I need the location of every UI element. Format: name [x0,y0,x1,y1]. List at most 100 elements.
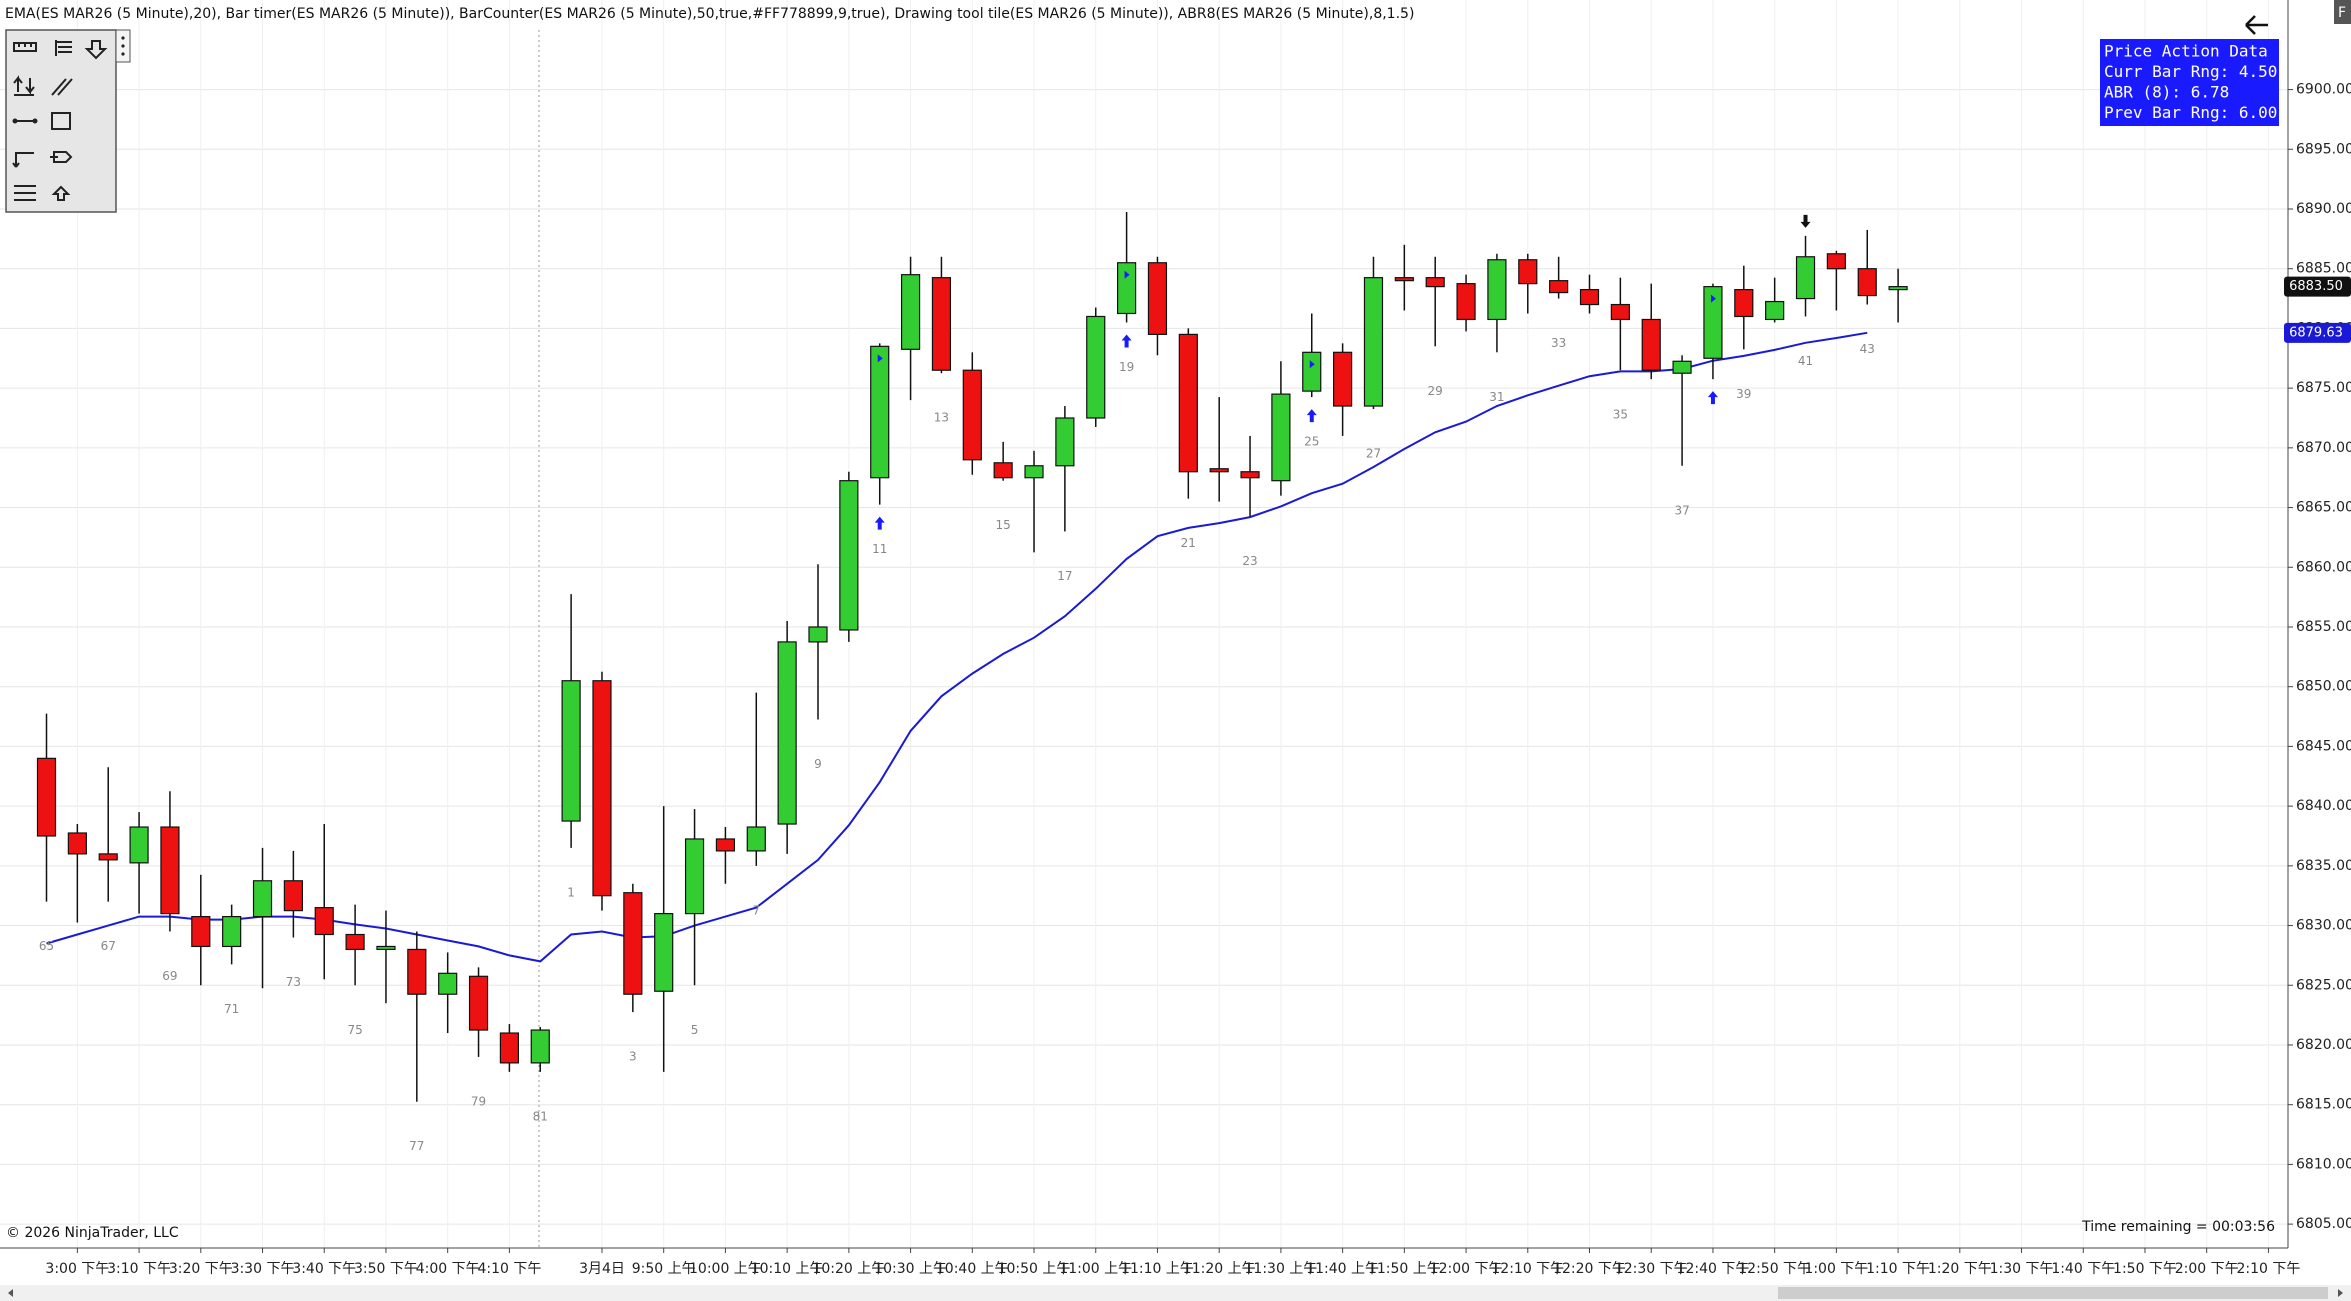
bar-counter: 29 [1428,384,1443,398]
x-tick-label: 12:00 下午 [1430,1261,1503,1277]
arrow-down-tool[interactable] [84,40,108,60]
candle-body [1394,277,1414,282]
x-tick-label: 10:30 上午 [874,1261,947,1277]
x-tick-label: 10:00 上午 [689,1261,762,1277]
candle-body [1271,393,1291,482]
copyright: © 2026 NinjaTrader, LLC [6,1225,179,1241]
scroll-right[interactable] [2338,1289,2343,1297]
y-tick-label: 6805.00 [2296,1216,2351,1232]
signal-marker [877,354,883,363]
bar-counter: 13 [934,411,949,425]
candle-body [530,1029,550,1064]
x-tick-label: 12:20 下午 [1553,1261,1626,1277]
grip-dot [121,36,125,40]
candle-body [1086,315,1106,419]
candle-body [1795,256,1816,300]
x-tick-label: 11:00 上午 [1059,1261,1132,1277]
x-tick-label: 1:10 下午 [1866,1261,1930,1277]
candle-body [1178,333,1198,473]
buy-arrow [1306,409,1317,423]
x-tick-label: 9:50 上午 [632,1261,696,1277]
y-tick-label: 6870.00 [2296,440,2351,456]
x-tick-label: 3:40 下午 [292,1261,356,1277]
candle-body [839,480,859,631]
candle-body [1765,300,1785,321]
bar-counter: 3 [629,1050,637,1064]
scrollbar [0,1285,2351,1301]
path-tool[interactable] [12,152,34,168]
candle-body [777,641,797,825]
y-tick-label: 6840.00 [2296,798,2351,814]
back-arrow[interactable] [2245,15,2268,35]
rectangle-tool[interactable] [51,112,71,130]
ruler-tool[interactable] [13,42,37,52]
y-tick-label: 6885.00 [2296,261,2351,277]
y-tick-label: 6810.00 [2296,1156,2351,1172]
candle-body [438,972,458,995]
candle-body [1302,351,1322,392]
candle-body [1055,417,1075,467]
x-tick-label: 4:10 下午 [477,1261,541,1277]
scrollbar-thumb[interactable] [1778,1287,2328,1299]
bar-counter: 9 [814,757,822,771]
candle-body [1734,289,1754,318]
candle-body [746,826,766,852]
y-tick-label: 6895.00 [2296,141,2351,157]
bar-counter: 35 [1613,408,1628,422]
indicator-text: EMA(ES MAR26 (5 Minute),20), Bar timer(E… [5,6,1414,22]
candle-body [1024,465,1044,479]
corner-button[interactable] [2334,0,2351,24]
fib-tool[interactable] [55,40,72,56]
bar-counter: 43 [1860,342,1875,356]
candle-body [98,853,118,861]
candle-body [283,880,303,912]
y-tick-label: 6890.00 [2296,201,2351,217]
bar-counter: 31 [1489,390,1504,404]
trade-tool[interactable] [13,75,35,96]
candle-body [1209,468,1229,473]
x-tick-label: 1:20 下午 [1928,1261,1992,1277]
x-tick-label: 3:20 下午 [169,1261,233,1277]
label-tool[interactable] [50,151,73,163]
y-tick-label: 6825.00 [2296,977,2351,993]
candle-body [345,933,365,951]
drawing-toolbar [5,29,131,213]
info-line: Prev Bar Rng: 6.00 [2104,103,2277,122]
scroll-left[interactable] [8,1289,13,1297]
candle-body [962,369,982,461]
time-remaining: Time remaining = 00:03:56 [2081,1219,2275,1235]
x-tick-label: 10:20 上午 [812,1261,885,1277]
ema-price-label: 6879.63 [2289,325,2343,340]
ema-price-tag [2284,322,2351,343]
candle-body [808,626,828,643]
grid [0,0,2288,1248]
info-line: Curr Bar Rng: 4.50 [2104,62,2277,81]
candle-body [623,892,643,995]
x-tick-label: 4:00 下午 [416,1261,480,1277]
sell-arrow [1800,214,1811,228]
bar-counter: 73 [286,975,301,989]
candle-body [129,826,149,864]
x-tick-label: 1:50 下午 [2113,1261,2177,1277]
bar-counter: 75 [347,1023,362,1037]
bar-counter: 1 [567,885,575,899]
candle-body [222,915,242,948]
bar-counter: 37 [1674,503,1689,517]
x-tick-label: 11:20 上午 [1183,1261,1256,1277]
arrow-up-tool[interactable] [51,185,71,201]
axes: 6805.00 6810.00 6815.00 6820.00 6825.00 6830.… [45,82,2351,1277]
candle-body [684,838,705,915]
channel-tool[interactable] [51,78,73,96]
candle-body [1641,318,1661,371]
x-tick-label: 3:50 下午 [354,1261,418,1277]
info-line: ABR (8): 6.78 [2104,83,2229,102]
bar-counter: 21 [1181,536,1196,550]
candle-body [1857,268,1877,297]
candle-body [993,462,1013,479]
candle-body [1579,289,1600,306]
x-tick-label: 12:30 下午 [1615,1261,1688,1277]
y-tick-label: 6875.00 [2296,380,2351,396]
bar-counter: 77 [409,1139,424,1153]
line-tool[interactable] [12,118,38,124]
lines-tool[interactable] [14,185,36,201]
